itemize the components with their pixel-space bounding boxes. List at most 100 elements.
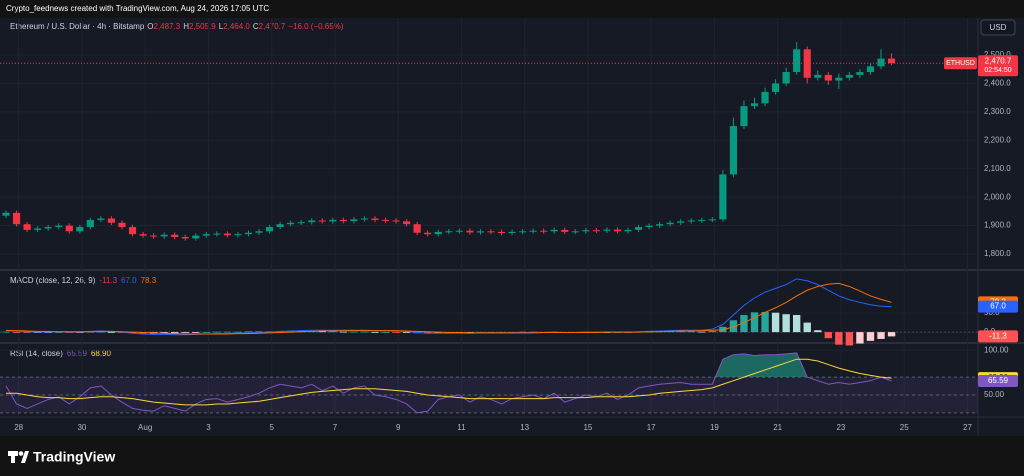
histogram-bar: [845, 332, 854, 346]
y-tick-label: 2,500.0: [984, 50, 1011, 59]
x-tick-label: 28: [14, 423, 23, 432]
candle-body: [413, 224, 421, 233]
value-badge: [978, 300, 1018, 313]
x-tick-label: 27: [963, 423, 972, 432]
value-badge: [978, 330, 1018, 343]
brand: TradingView: [33, 449, 115, 465]
candle-body: [613, 229, 622, 232]
candle-body: [571, 231, 579, 233]
candle-body: [793, 49, 801, 73]
currency[interactable]: USD: [990, 23, 1007, 32]
candle-body: [835, 77, 843, 81]
y-tick-label: 1,900.0: [984, 221, 1011, 230]
candle-body: [213, 233, 221, 235]
candle-body: [403, 221, 411, 225]
histogram-bar: [244, 331, 253, 333]
candle-body: [12, 212, 21, 225]
histogram-bar: [824, 332, 832, 339]
candle-body: [582, 230, 590, 232]
rsi-legend: RSI (14, close) 65.59 68.90: [10, 349, 112, 358]
candle-body: [497, 231, 506, 234]
ma-line: [6, 358, 892, 406]
histogram-bar: [803, 322, 811, 333]
candle-body: [814, 74, 822, 78]
candle-body: [824, 74, 832, 81]
candle-body: [160, 234, 168, 237]
histogram-bar: [55, 332, 63, 333]
ohlc-value: 2,505.9: [189, 22, 216, 31]
histogram-bar: [318, 331, 326, 333]
candle-body: [202, 234, 210, 236]
histogram-bar: [740, 314, 748, 333]
candle-body: [128, 227, 137, 235]
histogram-bar: [2, 331, 10, 333]
candle-body: [308, 220, 316, 223]
signal-line: [6, 282, 892, 335]
histogram-bar: [286, 330, 295, 333]
symbol-tag: [944, 57, 977, 70]
logo: [8, 451, 29, 463]
candle-body: [750, 103, 759, 107]
histogram-bar: [97, 331, 105, 333]
x-tick-label: 7: [333, 423, 338, 432]
histogram-bar: [381, 332, 390, 333]
histogram-bar: [877, 332, 885, 339]
candle-body: [118, 222, 126, 228]
candle-body: [508, 231, 516, 234]
candle-body: [55, 225, 63, 228]
candle-body: [223, 233, 231, 236]
ohlc-value: 2,487.3: [154, 22, 181, 31]
y-tick-label: 1,800.0: [984, 249, 1011, 258]
histogram-bar: [814, 330, 822, 333]
candle-body: [772, 83, 780, 92]
histogram-bar: [170, 332, 179, 334]
histogram-bar: [181, 332, 189, 333]
plot-area: [0, 18, 978, 436]
value-badge: [978, 375, 1018, 388]
last-price-label: 2,470.7: [985, 56, 1012, 65]
candle-body: [107, 218, 116, 223]
histogram-bar: [887, 332, 896, 337]
logo-dot: [18, 451, 24, 456]
histogram-bar: [371, 332, 379, 333]
histogram-bar: [202, 332, 211, 333]
histogram-bar: [339, 331, 348, 333]
candle-body: [740, 106, 748, 127]
legend-value: 78.3: [141, 276, 157, 285]
macd-title: MACD (close, 12, 26, 9): [10, 276, 96, 285]
candle-body: [434, 231, 442, 235]
histogram-bar: [835, 332, 843, 345]
histogram-bar: [360, 331, 369, 333]
candle-body: [540, 230, 548, 232]
candle-body: [234, 234, 242, 236]
histogram-bar: [856, 332, 864, 344]
badge-label: 65.59: [988, 376, 1009, 385]
rsi-title: RSI (14, close): [10, 349, 63, 358]
histogram-bar: [698, 331, 706, 333]
candle-body: [350, 219, 358, 222]
y-tick-label: 50.00: [984, 390, 1005, 399]
currency-button[interactable]: [980, 19, 1016, 36]
candle-body: [698, 219, 706, 221]
candle-body: [97, 218, 105, 220]
overbought-fill: [6, 352, 892, 378]
last-price-badge: [978, 55, 1018, 77]
symbol-tag-label: ETHUSD: [946, 60, 975, 67]
candle-body: [297, 222, 305, 224]
histogram-bar: [329, 331, 337, 333]
ohlc-value: 2,470.7: [259, 22, 286, 31]
histogram-bar: [128, 332, 137, 334]
candle-body: [181, 236, 189, 239]
histogram-bar: [350, 331, 358, 333]
candle-body: [866, 66, 875, 73]
y-tick-label: 100.00: [984, 345, 1009, 354]
candle-body: [329, 219, 337, 222]
y-tick-label: 2,000.0: [984, 192, 1011, 201]
macd-legend: MACD (close, 12, 26, 9) -11.3 67.0 78.3: [10, 276, 157, 285]
candle-body: [845, 74, 853, 78]
candle-body: [150, 235, 158, 237]
histogram-bar: [160, 332, 168, 334]
histogram-bar: [708, 330, 717, 333]
candle-body: [529, 230, 537, 232]
